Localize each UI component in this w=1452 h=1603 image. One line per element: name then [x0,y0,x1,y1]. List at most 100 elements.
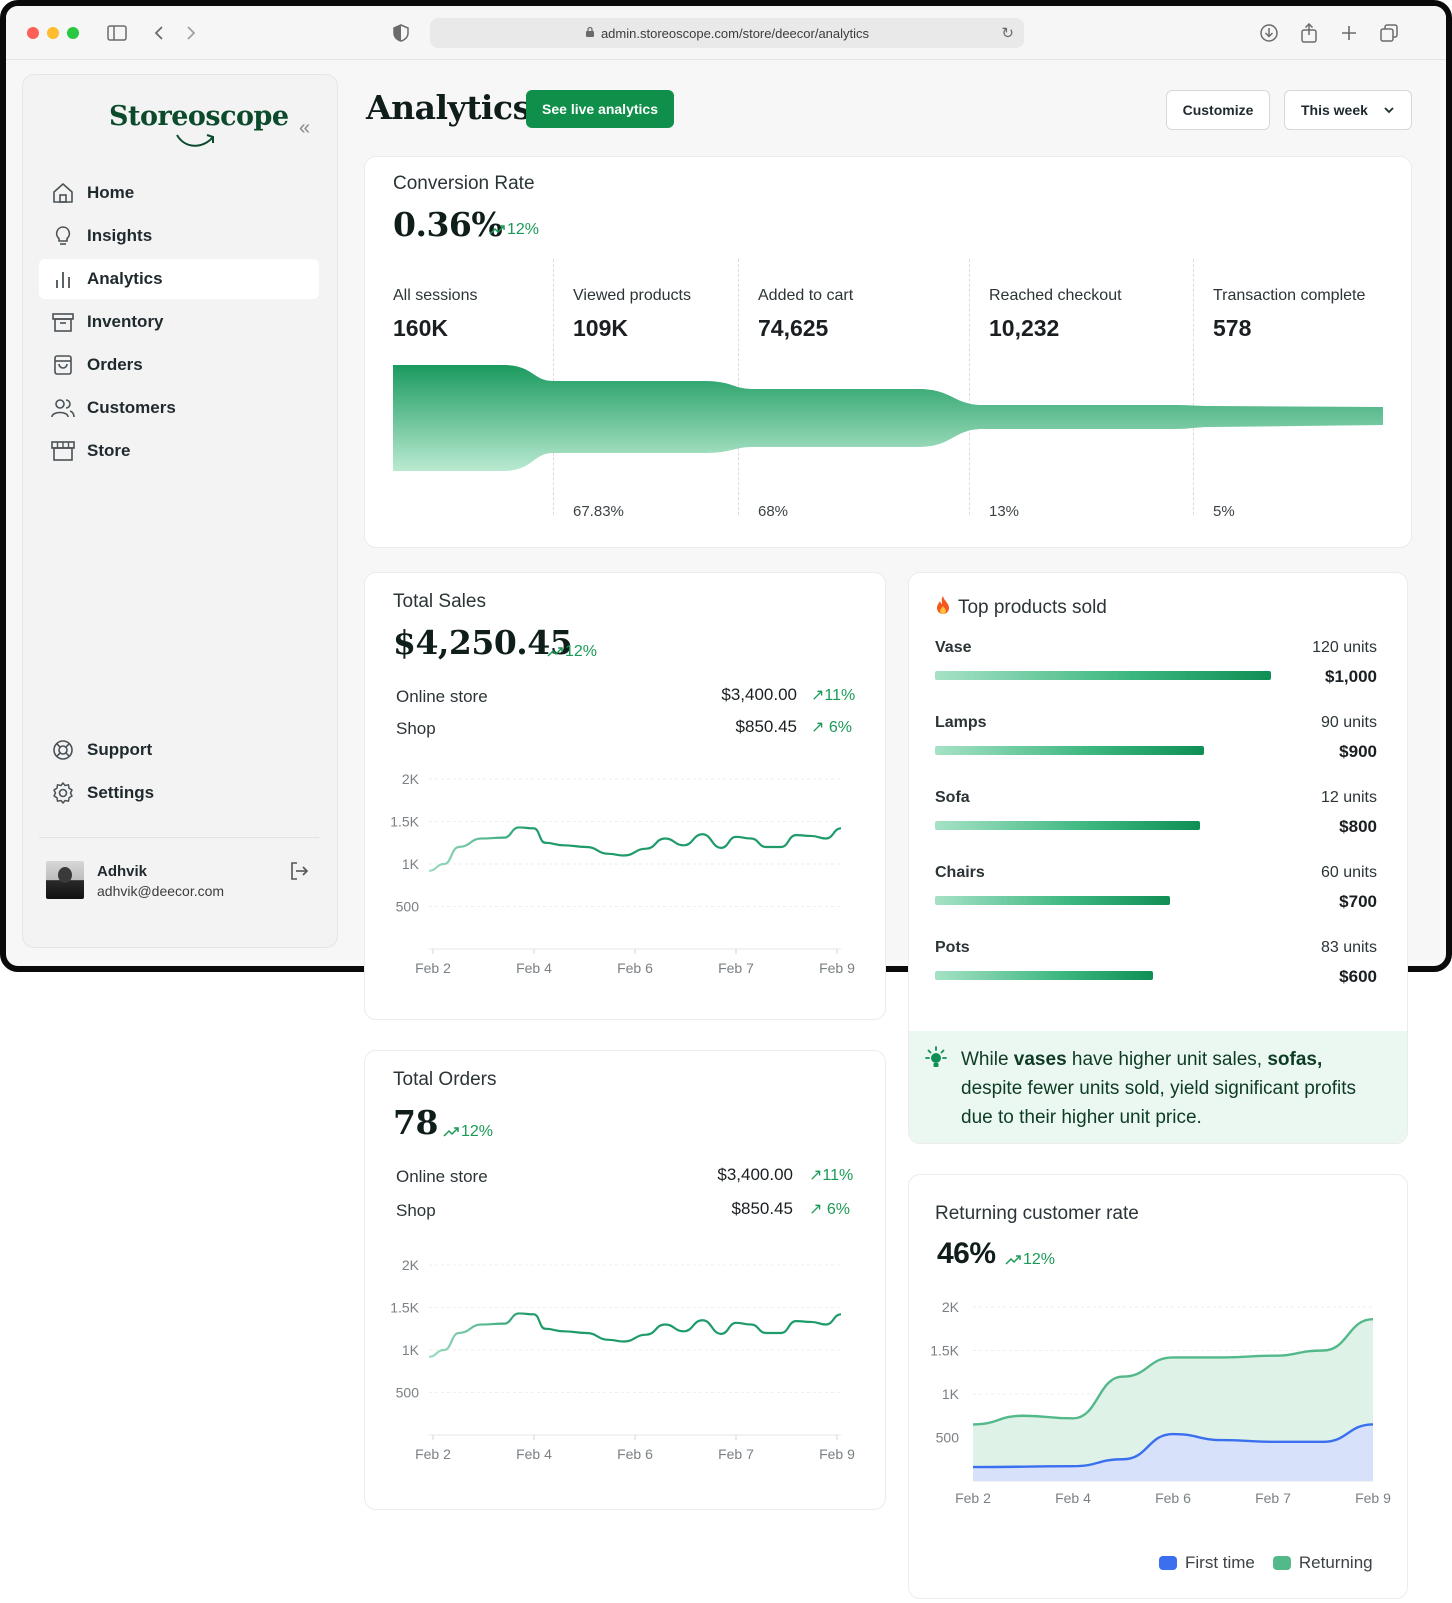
y-tick-label: 1.5K [930,1343,959,1359]
stage-divider [969,259,970,515]
stage-value: 10,232 [989,315,1060,341]
stage-percent: 67.83% [573,503,624,520]
customize-button[interactable]: Customize [1166,90,1270,130]
sidebar-item-insights[interactable]: Insights [39,216,319,256]
product-amount: $1,000 [1325,667,1377,686]
total-sales-line-chart: 2K 1.5K 1K 500 Feb 2 Feb 4 Feb 6 Feb 7 Feb 9 [390,771,855,976]
sidebar-item-settings[interactable]: Settings [39,773,319,813]
conversion-funnel-chart [393,365,1383,471]
fire-icon [935,595,953,621]
product-amount: $900 [1339,742,1377,761]
x-tick-label: Feb 4 [516,1446,552,1462]
row-value: $850.45 [731,1199,793,1218]
brand-logo[interactable]: Storeoscope [109,101,289,132]
row-trend: ↗ 6% [809,1201,850,1218]
privacy-shield-icon[interactable] [388,20,414,46]
total-orders-card: Total Orders 78 12% Online store $3,400.… [364,1050,886,1510]
sidebar-toggle-icon[interactable] [104,20,130,46]
sidebar-item-label: Analytics [87,269,163,288]
date-range-select[interactable]: This week [1284,90,1412,130]
product-units: 90 units [1320,714,1377,731]
maximize-window-button[interactable] [67,27,79,39]
row-label: Online store [396,687,488,706]
row-label: Online store [396,1167,488,1186]
back-icon[interactable] [146,20,172,46]
sidebar: Storeoscope « Home Insights Analytics [22,74,338,948]
tab-overview-icon[interactable] [1376,20,1402,46]
row-label: Shop [396,719,436,738]
new-tab-icon[interactable] [1336,20,1362,46]
trend-up-icon [1005,1255,1021,1265]
sidebar-item-label: Insights [87,226,153,245]
product-share-bar [935,896,1170,905]
gear-icon [51,781,75,805]
download-icon[interactable] [1256,20,1282,46]
y-tick-label: 1K [402,1342,420,1358]
close-window-button[interactable] [27,27,39,39]
stage-value: 160K [393,315,448,341]
storefront-icon [51,439,75,463]
sidebar-item-orders[interactable]: Orders [39,345,319,385]
x-tick-label: Feb 9 [1355,1490,1391,1506]
avatar[interactable] [46,861,84,899]
lifebuoy-icon [51,738,75,762]
sidebar-item-label: Home [87,183,135,202]
sidebar-item-store[interactable]: Store [39,431,319,471]
legend-swatch-first-time [1159,1556,1177,1570]
conversion-rate-card: Conversion Rate 0.36% 12% All sessions 1… [364,156,1412,548]
product-name: Vase [935,639,972,656]
x-tick-label: Feb 4 [516,960,552,976]
total-orders-value: 78 [393,1103,438,1142]
sidebar-item-label: Support [87,740,153,759]
series-line [428,1312,842,1358]
series-line [428,826,842,872]
sidebar-item-label: Settings [87,783,155,802]
row-label: Shop [396,1201,436,1220]
collapse-sidebar-icon[interactable]: « [299,117,311,139]
lock-icon [585,26,595,41]
stage-label: Added to cart [758,287,854,304]
x-tick-label: Feb 7 [718,960,754,976]
lightbulb-insight-icon [923,1045,949,1076]
x-tick-label: Feb 2 [415,1446,451,1462]
series-line-first-time [972,1423,1374,1469]
sidebar-item-label: Customers [87,398,176,417]
sidebar-item-analytics[interactable]: Analytics [39,259,319,299]
sidebar-divider [39,837,319,838]
card-title: Top products sold [935,595,1107,621]
y-tick-label: 1.5K [390,814,419,830]
product-amount: $700 [1339,892,1377,911]
address-bar[interactable]: admin.storeoscope.com/store/deecor/analy… [430,18,1024,48]
total-sales-trend: 12% [547,643,597,661]
user-email: adhvik@deecor.com [97,883,225,899]
y-tick-label: 500 [396,1385,420,1401]
conversion-rate-value: 0.36% [393,205,503,244]
stage-value: 109K [573,315,628,341]
row-trend: ↗ 6% [811,719,852,736]
total-sales-value: $4,250.45 [393,623,573,662]
stage-label: Viewed products [573,287,691,304]
sidebar-item-inventory[interactable]: Inventory [39,302,319,342]
stage-label: All sessions [393,287,478,304]
see-live-analytics-button[interactable]: See live analytics [526,90,674,128]
users-icon [51,396,75,420]
y-tick-label: 2K [402,1257,420,1273]
minimize-window-button[interactable] [47,27,59,39]
x-tick-label: Feb 2 [415,960,451,976]
share-icon[interactable] [1296,20,1322,46]
sidebar-item-customers[interactable]: Customers [39,388,319,428]
sidebar-item-support[interactable]: Support [39,730,319,770]
forward-icon[interactable] [178,20,204,46]
sidebar-item-home[interactable]: Home [39,173,319,213]
row-value: $3,400.00 [721,685,797,704]
product-share-bar [935,746,1204,755]
logout-icon[interactable] [289,861,309,886]
reload-icon[interactable]: ↻ [1001,25,1014,42]
stage-divider [738,259,739,515]
y-tick-label: 2K [942,1299,960,1315]
y-tick-label: 2K [402,771,420,787]
brand-logo-smile [176,134,214,147]
x-tick-label: Feb 9 [819,1446,855,1462]
total-orders-line-chart: 2K 1.5K 1K 500 Feb 2 Feb 4 Feb 6 Feb 7 Feb 9 [390,1257,855,1462]
area-fill-returning [973,1319,1373,1481]
